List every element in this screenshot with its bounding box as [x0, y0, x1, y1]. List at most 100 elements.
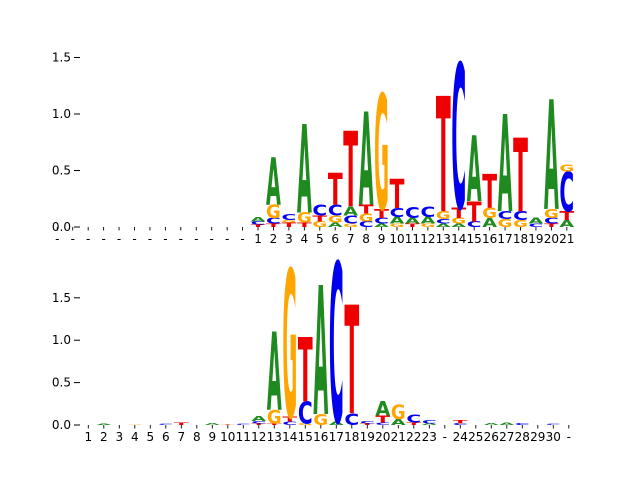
logo-letter-C: C	[529, 223, 544, 228]
x-tick-label: -	[179, 232, 183, 246]
logo-letter-T: T	[282, 415, 297, 423]
logo-letter-C: C	[406, 413, 421, 425]
x-tick-label: 12	[420, 232, 435, 246]
x-tick-label: 19	[360, 430, 375, 444]
logo-letter-A: A	[297, 101, 312, 241]
logo-letter-T: T	[451, 205, 466, 221]
y-tick-label: 0.5	[52, 376, 71, 390]
logo-letter-T: T	[344, 275, 359, 449]
logo-letter-A: A	[374, 223, 389, 228]
logo-letter-T: T	[406, 422, 421, 426]
x-tick-label: 3	[285, 232, 293, 246]
x-tick-label: 9	[378, 232, 386, 246]
logo-letter-C: C	[266, 216, 281, 225]
x-tick-label: 15	[298, 430, 313, 444]
logo-letter-A: A	[451, 223, 466, 228]
logo-letter-T: T	[312, 214, 327, 223]
logo-letter-T: T	[267, 423, 282, 426]
logo-letter-C: C	[375, 422, 390, 426]
logo-letter-C: C	[453, 423, 468, 426]
x-tick-label: 5	[316, 232, 324, 246]
logo-letter-C: C	[467, 220, 482, 229]
x-tick-label: 21	[391, 430, 406, 444]
subplot-top: 0.00.51.01.5- - - - - - - - - - - - -1TCA2TCGA3TGC4T…	[52, 25, 575, 255]
logo-letter-T: T	[436, 65, 451, 249]
logo-letter-A: A	[329, 421, 344, 426]
logo-letter-C: C	[513, 209, 528, 223]
x-tick-label: 4	[131, 430, 139, 444]
logo-letter-C: C	[312, 201, 327, 219]
x-tick-label: 18	[344, 430, 359, 444]
logo-letter-T: T	[359, 202, 374, 216]
logo-letter-G: G	[313, 411, 328, 429]
y-tick-label: 1.5	[52, 291, 71, 305]
logo-letter-G: G	[436, 209, 451, 222]
logo-letter-T: T	[220, 424, 235, 425]
x-tick-label: 11	[236, 430, 251, 444]
logo-letter-A: A	[529, 216, 544, 225]
x-tick-label: 6	[162, 430, 170, 444]
x-tick-label: 21	[559, 232, 574, 246]
x-tick-label: 26	[484, 430, 499, 444]
x-tick-label: 14	[282, 430, 297, 444]
logo-letter-G: G	[343, 223, 358, 228]
logo-letter-G: G	[359, 211, 374, 224]
logo-letter-C: C	[420, 204, 435, 220]
logo-letter-C: C	[344, 410, 359, 429]
x-tick-label: 13	[267, 430, 282, 444]
x-tick-label: 13	[436, 232, 451, 246]
logo-letter-T: T	[482, 165, 497, 219]
logo-letter-G: G	[328, 214, 343, 225]
x-tick-label: -	[148, 232, 152, 246]
x-tick-label: 1	[84, 430, 92, 444]
logo-letter-G: G	[513, 218, 528, 229]
x-tick-label: 17	[497, 232, 512, 246]
x-tick-label: 28	[515, 430, 530, 444]
logo-letter-C: C	[282, 421, 297, 426]
logo-letter-G: G	[282, 228, 297, 464]
x-tick-label: 19	[528, 232, 543, 246]
logo-letter-A: A	[498, 87, 513, 243]
logo-letter-C: C	[498, 209, 513, 222]
x-tick-label: -	[225, 232, 229, 246]
logo-letter-C: C	[374, 216, 389, 225]
x-tick-label: 8	[193, 430, 201, 444]
x-tick-label: 2	[100, 430, 108, 444]
logo-letter-T: T	[251, 423, 266, 426]
logo-letter-C: C	[158, 423, 173, 425]
x-tick-label: -	[210, 232, 214, 246]
x-tick-label: -	[71, 232, 75, 246]
x-tick-label: 30	[546, 430, 561, 444]
x-tick-label: 24	[453, 430, 468, 444]
logo-letter-T: T	[390, 170, 405, 217]
logo-letter-C: C	[236, 423, 251, 425]
logo-letter-C: C	[298, 396, 313, 431]
x-tick-label: 6	[331, 232, 339, 246]
logo-letter-C: C	[251, 420, 266, 424]
x-tick-label: -	[86, 232, 90, 246]
logo-letter-G: G	[374, 63, 389, 247]
x-tick-label: -	[101, 232, 105, 246]
logo-letter-C: C	[515, 423, 530, 426]
logo-letter-A: A	[544, 69, 559, 245]
x-tick-label: 16	[482, 232, 497, 246]
x-tick-label: 10	[220, 430, 235, 444]
logo-letter-G: G	[282, 220, 297, 224]
logo-letter-C: C	[559, 161, 574, 224]
x-tick-label: -	[194, 232, 198, 246]
logo-letter-C: C	[451, 25, 466, 255]
logo-letter-T: T	[544, 223, 559, 228]
logo-letter-A: A	[251, 216, 266, 223]
logo-letter-A: A	[375, 398, 390, 421]
logo-letter-A: A	[266, 144, 281, 220]
x-tick-label: 7	[177, 430, 185, 444]
logo-letter-A: A	[484, 423, 499, 426]
x-tick-label: 14	[451, 232, 466, 246]
x-tick-label: -	[240, 232, 244, 246]
logo-letter-A: A	[313, 251, 328, 457]
logo-letter-C: C	[251, 220, 266, 225]
logo-letter-A: A	[499, 422, 514, 426]
